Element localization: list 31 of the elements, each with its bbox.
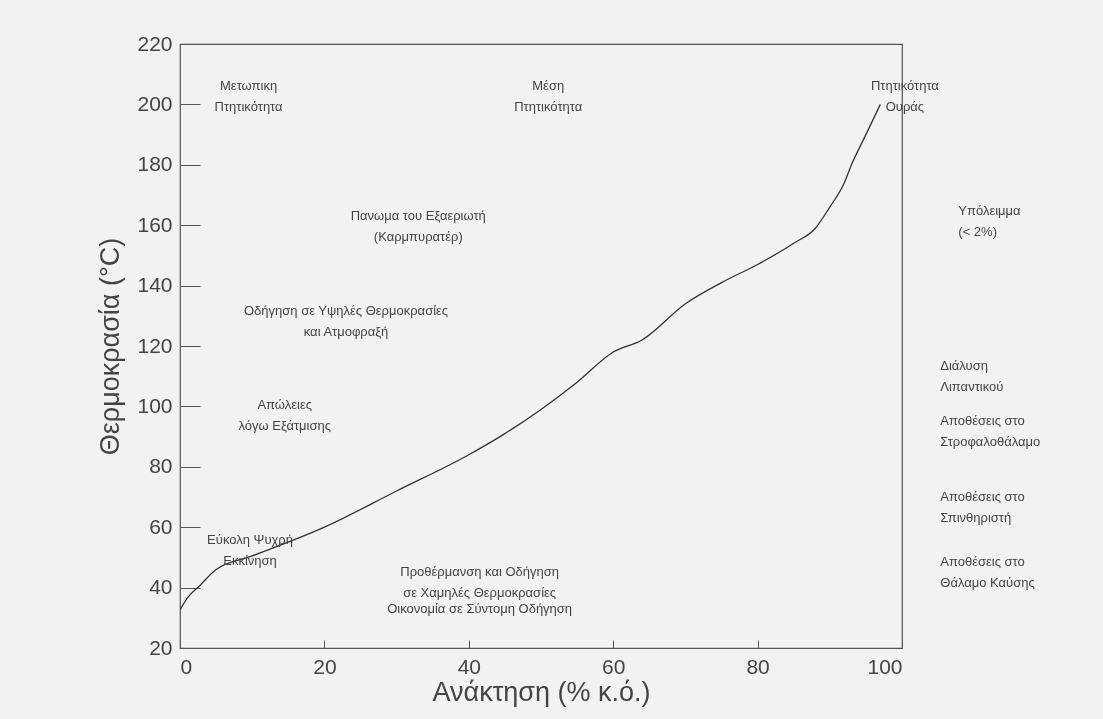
x-tick-label: 100 xyxy=(867,654,903,678)
text: Αποθέσεις στο Θάλαμο Καύσης xyxy=(940,553,1035,590)
x-tick-label: 60 xyxy=(602,654,626,678)
annotation: Οδήγηση σε Υψηλές Θερμοκρασίες και Ατμοφραξή xyxy=(244,303,449,340)
x-axis-title: Ανάκτηση (% κ.ό.) xyxy=(432,676,651,707)
y-tick-label: 200 xyxy=(137,91,173,115)
x-tick-label: 80 xyxy=(746,654,770,678)
text: Αποθέσεις στο Στροφαλοθάλαμο xyxy=(940,412,1041,449)
y-tick-label: 60 xyxy=(149,514,173,538)
y-tick-label: 220 xyxy=(137,31,173,55)
y-tick-label: 160 xyxy=(137,212,173,236)
text: Υπόλειμμα (< 2%) xyxy=(958,203,1022,240)
y-tick-label: 180 xyxy=(137,152,173,176)
y-axis-title: Θερμοκρασία (°C) xyxy=(95,237,126,456)
annotation: Πανωμα του Εξαεριωτή (Καρμπυρατέρ) xyxy=(350,208,486,245)
y-tick-label: 20 xyxy=(149,635,173,659)
y-tick-label: 80 xyxy=(149,454,173,478)
text: Διάλυση Λιπαντικού xyxy=(940,357,1004,394)
annotation: Μέση Πτητικότητα xyxy=(514,78,583,115)
text: Αποθέσεις στο Σπινθηριστή xyxy=(940,489,1025,525)
y-tick-label: 140 xyxy=(137,273,173,297)
x-tick-label: 40 xyxy=(457,654,481,678)
annotation: Οικονομία σε Σύντομη Οδήγηση xyxy=(387,600,573,616)
x-tick-label: 20 xyxy=(313,654,337,678)
x-tick-label: 0 xyxy=(180,654,193,678)
y-tick-label: 120 xyxy=(137,333,173,357)
annotation: Απώλειες λόγω Εξάτμισης xyxy=(238,396,331,433)
annotation: Μετωπικη Πτητικότητα xyxy=(214,78,284,115)
y-tick-label: 40 xyxy=(149,575,173,599)
y-tick-label: 100 xyxy=(137,393,173,417)
annotation: Προθέρμανση και Οδήγηση σε Χαμηλές Θερμοκρασίες xyxy=(400,563,559,600)
